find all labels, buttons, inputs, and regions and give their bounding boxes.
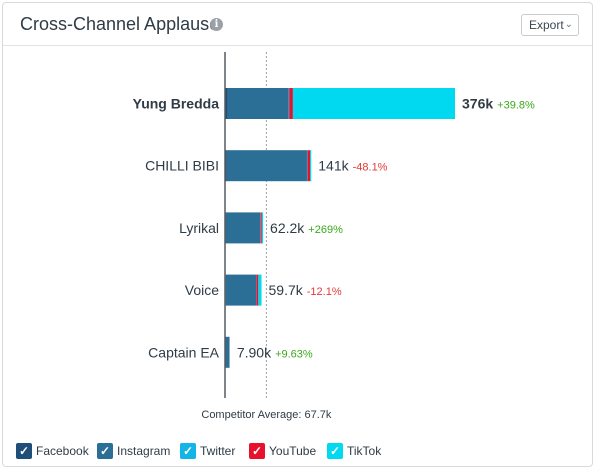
bar-segment-tiktok xyxy=(261,212,264,244)
checkbox-checked-icon[interactable]: ✓ xyxy=(180,443,196,459)
bar-segment-tiktok xyxy=(310,150,312,182)
bar-segment-tiktok xyxy=(292,88,455,119)
bar-change-label: -48.1% xyxy=(353,162,388,174)
bar-total-label: 62.2k xyxy=(270,220,305,236)
bar-change-label: +39.8% xyxy=(497,100,535,112)
export-button[interactable]: Export ⌄ xyxy=(521,14,579,36)
category-label: Voice xyxy=(185,282,219,298)
legend-label: Twitter xyxy=(200,444,236,458)
category-label: Yung Bredda xyxy=(133,96,220,112)
bar-change-label: +269% xyxy=(308,224,343,236)
info-icon[interactable]: i xyxy=(210,18,223,31)
bar-segment-tiktok xyxy=(258,274,262,306)
checkbox-checked-icon[interactable]: ✓ xyxy=(97,443,113,459)
card-header: Cross-Channel Applause i Export ⌄ xyxy=(3,3,592,46)
legend-label: Facebook xyxy=(36,444,89,458)
bar-total-label: 376k xyxy=(462,96,493,112)
chevron-down-icon: ⌄ xyxy=(564,19,573,30)
bar-change-label: -12.1% xyxy=(307,286,342,298)
export-button-label: Export xyxy=(529,18,564,32)
legend-label: YouTube xyxy=(269,444,317,458)
bar-segment-youtube xyxy=(307,150,311,182)
bar-segment-facebook xyxy=(225,150,227,182)
bar-change-label: +9.63% xyxy=(275,348,313,360)
bar-segment-youtube xyxy=(260,212,262,244)
bar-segment-youtube xyxy=(256,274,259,306)
category-label: CHILLI BIBI xyxy=(145,158,219,174)
checkbox-checked-icon[interactable]: ✓ xyxy=(16,443,32,459)
checkbox-checked-icon[interactable]: ✓ xyxy=(249,443,265,459)
legend-label: Instagram xyxy=(117,444,171,458)
bar-segment-instagram xyxy=(226,150,307,182)
bar-segment-instagram xyxy=(225,274,257,306)
category-label: Lyrikal xyxy=(179,220,219,236)
bar-total-label: 7.90k xyxy=(237,344,272,360)
category-label: Captain EA xyxy=(148,344,219,360)
card-title: Cross-Channel Applause xyxy=(20,14,220,34)
bar-segment-instagram xyxy=(227,88,289,119)
bar-segment-facebook xyxy=(225,88,228,119)
bar-segment-instagram xyxy=(225,212,261,244)
bar-segment-twitter xyxy=(288,88,290,119)
bar-total-label: 59.7k xyxy=(269,282,304,298)
legend-label: TikTok xyxy=(347,444,382,458)
bar-segment-instagram xyxy=(225,336,230,368)
bar-total-label: 141k xyxy=(318,158,349,174)
checkbox-checked-icon[interactable]: ✓ xyxy=(327,443,343,459)
competitor-average-label: Competitor Average: 67.7k xyxy=(201,409,332,421)
bar-segment-youtube xyxy=(289,88,293,119)
bar-segment-twitter xyxy=(306,150,308,182)
applause-bar-chart: Competitor Average: 67.7k Yung Bredda 376k… xyxy=(133,52,535,421)
